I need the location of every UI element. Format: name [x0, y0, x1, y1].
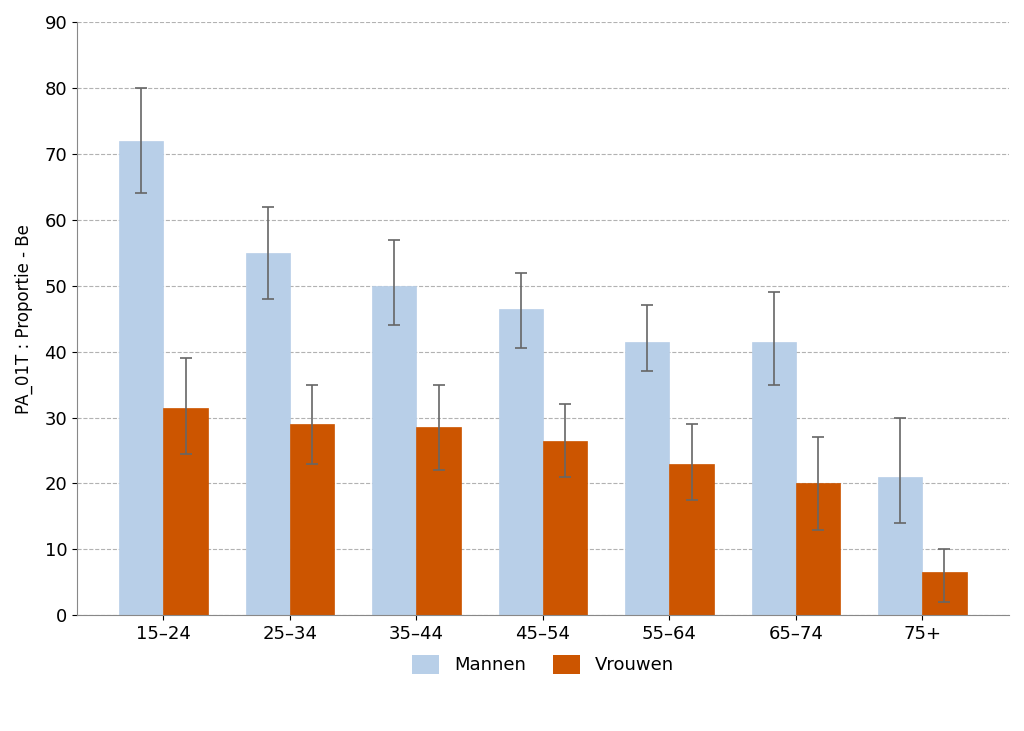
- Bar: [879, 477, 923, 616]
- Bar: [543, 441, 587, 616]
- Bar: [625, 341, 670, 616]
- Bar: [670, 463, 714, 616]
- Y-axis label: PA_01T : Proportie - Be: PA_01T : Proportie - Be: [15, 224, 33, 414]
- Bar: [372, 286, 417, 616]
- Bar: [796, 483, 840, 616]
- Bar: [499, 308, 543, 616]
- Bar: [164, 408, 208, 616]
- Bar: [119, 140, 164, 616]
- Bar: [752, 341, 796, 616]
- Bar: [417, 428, 461, 616]
- Bar: [923, 572, 967, 616]
- Bar: [290, 424, 334, 616]
- Bar: [246, 253, 290, 616]
- Legend: Mannen, Vrouwen: Mannen, Vrouwen: [403, 646, 683, 683]
